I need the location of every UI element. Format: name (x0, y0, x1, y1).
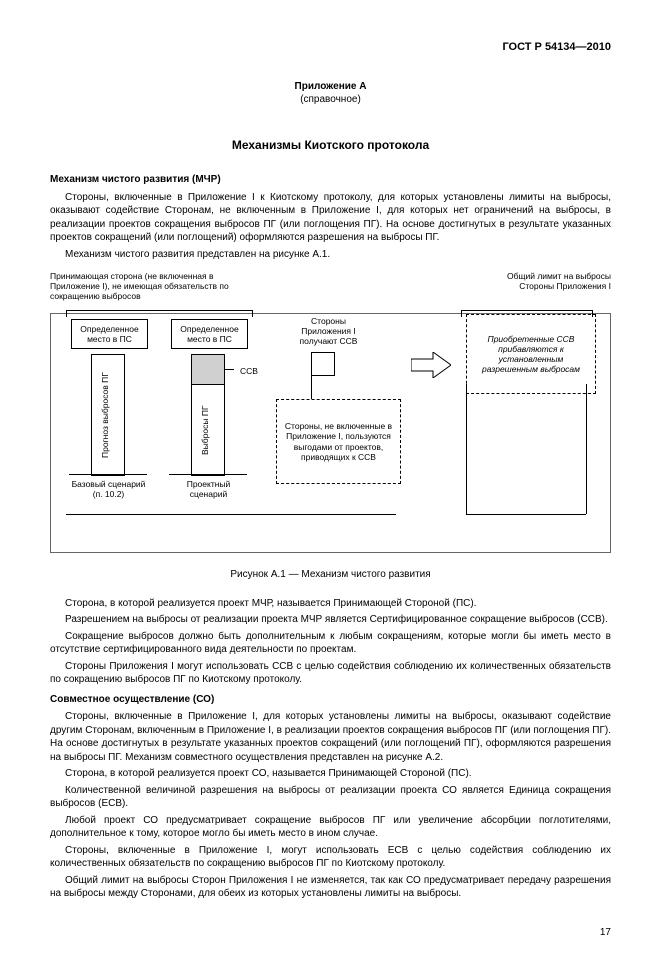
place1-box: Определенное место в ПС (71, 319, 148, 349)
figure-a1: Принимающая сторона (не включенная в При… (50, 271, 611, 553)
benefit-box: Стороны, не включенные в Приложение I, п… (276, 399, 401, 484)
annex-note: (справочное) (50, 93, 611, 107)
section1-p2: Механизм чистого развития представлен на… (50, 248, 611, 262)
after-p1: Сторона, в которой реализуется проект МЧ… (50, 597, 611, 611)
section1-heading: Механизм чистого развития (МЧР) (50, 173, 611, 187)
base-label: Базовый сценарий (п. 10.2) (71, 479, 146, 499)
after-p3: Сокращение выбросов должно быть дополнит… (50, 630, 611, 657)
limit-label: Общий лимит на выбросы Стороны Приложени… (471, 271, 611, 291)
section2-p3: Количественной величиной разрешения на в… (50, 784, 611, 811)
emissions-label: Выбросы ПГ (200, 395, 211, 465)
proj-label: Проектный сценарий (171, 479, 246, 499)
forecast-label: Прогноз выбросов ПГ (100, 370, 111, 460)
page-title: Механизмы Киотского протокола (50, 137, 611, 153)
host-label: Принимающая сторона (не включенная в При… (50, 271, 245, 302)
acquired-box: Приобретенные ССВ прибавляются к установ… (466, 314, 596, 394)
section2-p6: Общий лимит на выбросы Сторон Приложения… (50, 874, 611, 901)
section2-p4: Любой проект СО предусматривает сокращен… (50, 814, 611, 841)
bar1: Прогноз выбросов ПГ (91, 354, 125, 476)
ssv-square (311, 352, 335, 376)
section2-p2: Сторона, в которой реализуется проект СО… (50, 767, 611, 781)
section2-p1: Стороны, включенные в Приложение I, для … (50, 710, 611, 764)
diagram-frame: Определенное место в ПС Прогноз выбросов… (50, 313, 611, 553)
figure-caption: Рисунок А.1 — Механизм чистого развития (50, 568, 611, 582)
acquired-text: Приобретенные ССВ прибавляются к установ… (471, 334, 591, 375)
annex-label: Приложение А (50, 80, 611, 94)
page-number: 17 (50, 926, 611, 940)
ssv-label: ССВ (234, 366, 264, 376)
section2-heading: Совместное осуществление (СО) (50, 693, 611, 707)
after-p2: Разрешением на выбросы от реализации про… (50, 613, 611, 627)
arrow-icon (411, 352, 451, 378)
section2-p5: Стороны, включенные в Приложение I, могу… (50, 844, 611, 871)
section1-p1: Стороны, включенные в Приложение I к Кио… (50, 191, 611, 245)
annex1-get: Стороны Приложения I получают ССВ (286, 316, 371, 347)
place2-box: Определенное место в ПС (171, 319, 248, 349)
bar2: Выбросы ПГ (191, 384, 225, 476)
document-id: ГОСТ Р 54134—2010 (50, 40, 611, 55)
after-p4: Стороны Приложения I могут использовать … (50, 660, 611, 687)
bar2-top (191, 354, 225, 386)
